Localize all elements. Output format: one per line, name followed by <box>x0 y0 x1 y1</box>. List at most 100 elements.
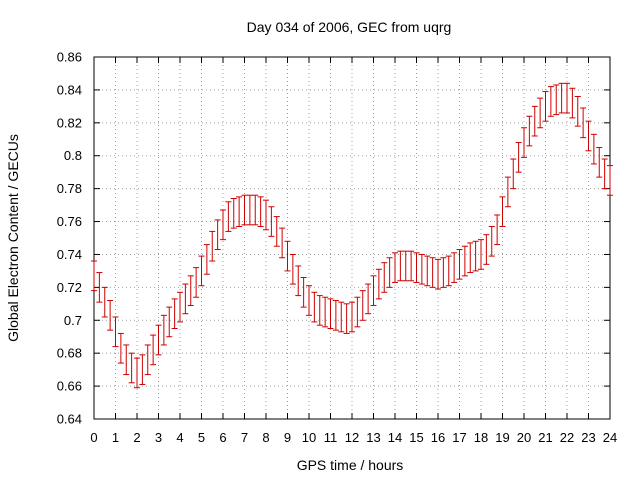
data-point <box>322 296 329 328</box>
x-tick-label: 19 <box>495 430 509 445</box>
data-point <box>349 301 355 333</box>
data-point <box>547 86 554 117</box>
data-point <box>117 332 124 364</box>
data-point <box>510 158 517 190</box>
data-point <box>198 255 205 287</box>
y-tick-label: 0.8 <box>64 148 82 163</box>
data-point <box>424 255 431 287</box>
x-tick-label: 14 <box>388 430 402 445</box>
data-point <box>160 314 167 346</box>
data-point <box>300 276 307 308</box>
data-point <box>306 285 312 316</box>
data-point <box>456 249 463 280</box>
data-point <box>542 91 549 122</box>
y-tick-label: 0.86 <box>57 50 82 65</box>
data-point <box>177 291 183 323</box>
data-point <box>553 84 560 116</box>
data-point <box>580 107 587 139</box>
x-tick-label: 18 <box>474 430 488 445</box>
data-point <box>359 290 366 321</box>
data-point <box>504 176 511 208</box>
data-point <box>440 257 447 288</box>
data-point <box>596 147 603 178</box>
y-tick-label: 0.7 <box>64 313 82 328</box>
data-point <box>171 298 178 329</box>
data-point <box>273 216 280 247</box>
data-point <box>461 245 468 277</box>
data-point <box>279 227 286 259</box>
x-tick-label: 16 <box>431 430 445 445</box>
x-tick-label: 13 <box>366 430 380 445</box>
data-point <box>418 253 425 285</box>
data-point <box>236 196 243 227</box>
x-tick-label: 22 <box>560 430 574 445</box>
data-point <box>435 258 441 290</box>
y-tick-label: 0.64 <box>57 412 82 427</box>
data-point <box>241 194 248 226</box>
data-point <box>494 214 501 246</box>
data-point <box>311 291 318 323</box>
x-tick-label: 21 <box>538 430 552 445</box>
data-point <box>445 255 452 287</box>
data-point <box>365 283 372 315</box>
data-point <box>451 252 458 283</box>
x-tick-label: 6 <box>219 430 226 445</box>
data-point <box>220 209 226 241</box>
data-point <box>268 206 275 237</box>
data-point <box>354 296 361 328</box>
data-points <box>91 82 613 389</box>
data-point <box>246 194 253 226</box>
x-tick-label: 24 <box>603 430 617 445</box>
data-point <box>295 265 302 297</box>
y-tick-label: 0.84 <box>57 82 82 97</box>
data-point <box>521 127 527 158</box>
data-point <box>139 354 146 385</box>
data-point <box>574 95 581 127</box>
y-tick-label: 0.72 <box>57 280 82 295</box>
data-point <box>209 230 216 262</box>
data-point <box>585 120 592 152</box>
data-point <box>289 253 296 285</box>
y-tick-label: 0.82 <box>57 115 82 130</box>
data-point <box>537 97 544 129</box>
data-point <box>101 286 108 318</box>
x-tick-label: 11 <box>324 430 338 445</box>
x-tick-label: 8 <box>262 430 269 445</box>
y-tick-label: 0.74 <box>57 247 82 262</box>
x-tick-label: 5 <box>198 430 205 445</box>
data-point <box>515 142 522 173</box>
data-point <box>499 196 506 227</box>
x-tick-label: 15 <box>409 430 423 445</box>
data-point <box>263 199 269 231</box>
x-tick-label: 1 <box>112 430 119 445</box>
data-point <box>472 240 479 272</box>
data-point <box>252 194 259 226</box>
y-tick-label: 0.76 <box>57 214 82 229</box>
x-tick-label: 17 <box>452 430 466 445</box>
data-point <box>488 225 495 257</box>
y-tick-label: 0.66 <box>57 379 82 394</box>
data-point <box>128 352 135 384</box>
data-point <box>257 196 264 227</box>
data-point <box>601 158 608 190</box>
data-point <box>150 334 157 366</box>
x-tick-labels: 0 1 2 3 4 5 6 7 8 9 10 11 12 13 14 15 16 17 18 19 20 21 22 23 24 <box>90 430 617 445</box>
data-point <box>123 344 130 376</box>
data-point <box>408 250 415 282</box>
data-point <box>478 239 484 270</box>
data-point <box>332 300 339 331</box>
data-point <box>607 165 613 196</box>
data-point <box>134 357 140 389</box>
data-point <box>402 250 409 282</box>
data-point <box>96 272 103 303</box>
data-point <box>386 257 393 288</box>
data-point <box>327 298 334 329</box>
data-point <box>381 262 388 293</box>
data-point <box>112 316 119 348</box>
data-point <box>166 306 173 338</box>
data-point <box>203 244 210 275</box>
y-tick-label: 0.68 <box>57 346 82 361</box>
data-point <box>483 234 490 265</box>
data-point <box>214 219 221 251</box>
x-tick-label: 4 <box>176 430 183 445</box>
